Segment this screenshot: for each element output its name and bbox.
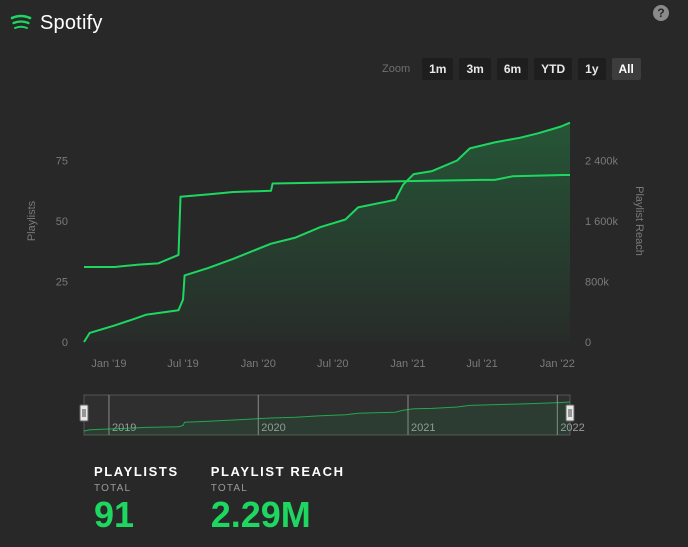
playlists-stat-value: 91 <box>94 494 135 535</box>
zoom-1m-button[interactable]: 1m <box>422 58 454 80</box>
reach-stat-title: PLAYLIST REACH <box>210 464 345 479</box>
playlists-stat-title: PLAYLISTS <box>94 464 179 479</box>
playlists-stat: PLAYLISTS TOTAL 91 <box>94 464 179 535</box>
x-tick-label: Jan '22 <box>540 358 575 370</box>
x-tick-label: Jul '21 <box>466 358 497 370</box>
reach-stat-sub: TOTAL <box>210 483 249 494</box>
zoom-all-button[interactable]: All <box>611 58 641 80</box>
help-icon[interactable]: ? <box>653 5 669 21</box>
y-left-axis-title: Playlists <box>26 200 38 241</box>
navigator-area <box>84 402 570 435</box>
y-right-tick-label: 2 400k <box>585 156 619 168</box>
y-left-tick-label: 25 <box>56 277 68 289</box>
spotify-logo-icon <box>10 14 32 29</box>
playlist-chart: 0 25 50 75 0 800k 1 600k 2 400k Playlists Playlis… <box>26 121 645 436</box>
reach-stat-value: 2.29M <box>210 494 311 535</box>
y-right-axis-title: Playlist Reach <box>633 186 645 256</box>
zoom-6m-button[interactable]: 6m <box>496 58 529 80</box>
reach-series-line <box>83 121 571 343</box>
y-right-tick-label: 1 600k <box>585 216 619 228</box>
reach-stat: PLAYLIST REACH TOTAL 2.29M <box>211 464 345 535</box>
zoom-ytd-button[interactable]: YTD <box>534 58 573 80</box>
app-title: Spotify <box>40 11 103 34</box>
playlists-stat-sub: TOTAL <box>94 483 132 494</box>
x-tick-label: Jul '19 <box>167 358 198 370</box>
zoom-1y-button[interactable]: 1y <box>578 58 606 80</box>
x-tick-label: Jul '20 <box>317 358 348 370</box>
y-left-tick-label: 0 <box>62 337 68 349</box>
zoom-3m-button[interactable]: 3m <box>459 58 491 80</box>
navigator-year-label: 2022 <box>560 422 584 434</box>
zoom-label: Zoom <box>382 63 411 75</box>
y-right-tick-label: 0 <box>585 337 591 349</box>
app-header: Spotify <box>10 10 103 36</box>
y-left-tick-label: 50 <box>56 216 68 228</box>
navigator-year-label: 2020 <box>261 422 285 434</box>
x-tick-label: Jan '21 <box>390 358 425 370</box>
zoom-bar: Zoom 1m 3m 6m YTD 1y All <box>382 58 641 80</box>
reach-area-fill <box>84 122 570 342</box>
navigator-year-label: 2021 <box>411 422 435 434</box>
x-tick-label: Jan '20 <box>241 358 276 370</box>
navigator-right-handle[interactable] <box>565 404 575 422</box>
navigator-series-line <box>83 401 571 432</box>
y-left-tick-label: 75 <box>56 156 68 168</box>
stats-panel: PLAYLISTS TOTAL 91 PLAYLIST REACH TOTAL … <box>94 464 377 535</box>
y-right-tick-label: 800k <box>585 277 609 289</box>
x-tick-label: Jan '19 <box>91 358 126 370</box>
navigator-left-handle[interactable] <box>79 404 89 422</box>
